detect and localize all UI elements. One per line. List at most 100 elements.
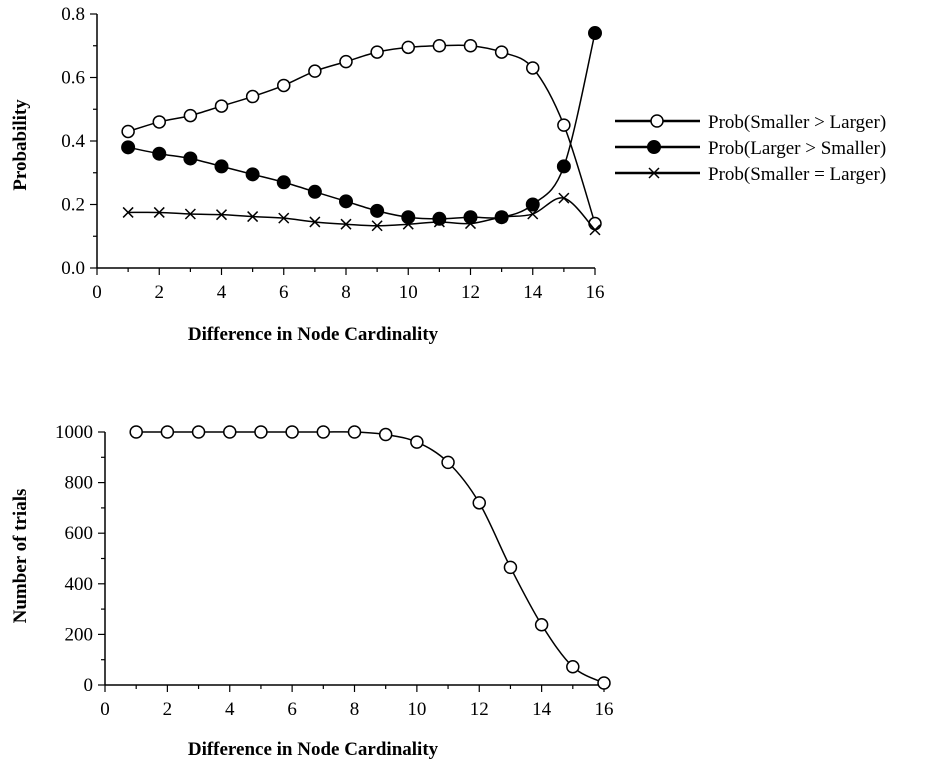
- series-1-point-14: [556, 159, 571, 174]
- probability-series: [121, 26, 602, 236]
- series-0-point-12: [494, 45, 509, 59]
- trials-series-markers-0: [129, 425, 611, 690]
- series-2-point-6: [309, 216, 321, 228]
- series-0-point-6: [316, 425, 331, 439]
- series-0-point-14: [557, 118, 571, 132]
- legend-label-1: Prob(Smaller > Larger): [708, 112, 886, 133]
- trials-chart: 0 2 4 6 8 10 12 14 16 0 200 400 600 800 1000 Differenc…: [10, 422, 614, 760]
- probability-series-markers-1: [121, 26, 602, 226]
- probability-y-tick-label-1: 0.2: [61, 195, 85, 216]
- series-2-point-8: [371, 220, 383, 232]
- probability-x-tick-label-4: 8: [341, 282, 351, 303]
- series-1-point-6: [307, 184, 322, 199]
- legend-label-3: Prob(Smaller = Larger): [708, 164, 886, 185]
- trials-y-tick-label-4: 800: [65, 473, 94, 494]
- probability-x-tick-label-1: 2: [155, 282, 165, 303]
- series-2-point-1: [153, 206, 165, 218]
- series-1-point-10: [432, 211, 447, 226]
- legend: Prob(Smaller > Larger) Prob(Larger > Sma…: [615, 112, 886, 185]
- series-0-point-14: [566, 660, 580, 674]
- series-0-point-9: [410, 435, 424, 449]
- probability-x-tick-label-2: 4: [217, 282, 227, 303]
- series-0-point-10: [441, 455, 455, 470]
- series-0-point-15: [597, 676, 611, 690]
- series-0-point-2: [191, 425, 206, 439]
- series-0-point-3: [223, 425, 237, 439]
- trials-x-tick-label-1: 2: [163, 699, 173, 720]
- legend-item-smaller-gt-larger: Prob(Smaller > Larger): [615, 112, 886, 133]
- series-0-point-0: [121, 124, 135, 139]
- series-2-point-14: [558, 192, 570, 204]
- series-2-point-4: [247, 211, 259, 223]
- series-2-point-0: [122, 206, 134, 218]
- probability-series-line-0: [127, 44, 596, 224]
- series-0-point-8: [378, 427, 393, 442]
- series-0-point-8: [370, 45, 384, 59]
- series-1-point-15: [588, 26, 602, 41]
- legend-marker-open-circle: [650, 114, 664, 128]
- series-0-point-11: [463, 39, 478, 53]
- series-1-point-3: [214, 159, 229, 174]
- series-2-point-2: [184, 208, 196, 220]
- series-1-point-13: [525, 197, 540, 212]
- series-2-point-3: [215, 209, 228, 221]
- series-0-point-1: [152, 115, 166, 129]
- series-0-point-4: [254, 425, 268, 439]
- trials-y-tick-label-3: 600: [65, 523, 94, 544]
- series-0-point-7: [339, 54, 353, 69]
- series-0-point-9: [401, 40, 415, 55]
- y-axis-title-trials: Number of trials: [10, 489, 31, 624]
- series-0-point-1: [160, 425, 175, 439]
- probability-y-tick-label-0: 0.0: [61, 258, 85, 279]
- trials-x-tick-label-0: 0: [100, 699, 110, 720]
- probability-y-tick-label-3: 0.6: [61, 68, 85, 89]
- series-0-point-15: [588, 216, 602, 231]
- trials-y-tick-label-2: 400: [65, 574, 94, 595]
- series-1-point-7: [339, 194, 353, 209]
- legend-marker-filled-circle: [647, 140, 661, 154]
- legend-marker-cross: [648, 167, 660, 179]
- trials-series-line-0: [136, 431, 605, 684]
- series-0-point-3: [214, 99, 229, 113]
- series-0-point-4: [245, 89, 260, 104]
- series-2-point-7: [340, 218, 352, 230]
- probability-ticks: 0 2 4 6 8 10 12 14 16 0.0 0.2 0.4 0.6 0.8: [61, 4, 604, 303]
- series-0-point-6: [308, 64, 322, 78]
- probability-x-tick-label-5: 10: [399, 282, 418, 303]
- trials-x-tick-label-7: 14: [532, 699, 552, 720]
- trials-x-tick-label-3: 6: [287, 699, 297, 720]
- series-1-point-8: [370, 203, 385, 218]
- trials-x-tick-label-4: 8: [350, 699, 360, 720]
- trials-y-tick-label-5: 1000: [55, 422, 93, 443]
- series-2-point-11: [464, 218, 477, 230]
- series-1-point-4: [245, 167, 260, 182]
- probability-x-tick-label-0: 0: [92, 282, 102, 303]
- series-0-point-10: [432, 39, 447, 53]
- trials-x-tick-label-5: 10: [407, 699, 426, 720]
- series-2-point-15: [589, 224, 601, 236]
- series-1-point-11: [463, 210, 478, 225]
- series-0-point-2: [183, 108, 198, 123]
- probability-y-tick-label-2: 0.4: [61, 131, 85, 152]
- probability-x-tick-label-3: 6: [279, 282, 289, 303]
- probability-series-line-2: [128, 197, 596, 231]
- probability-y-tick-label-4: 0.8: [61, 4, 85, 25]
- series-1-point-2: [183, 151, 198, 166]
- series-1-point-0: [121, 140, 136, 155]
- series-0-point-5: [285, 425, 299, 439]
- series-0-point-5: [277, 78, 291, 93]
- series-0-point-12: [503, 560, 518, 575]
- series-0-point-11: [472, 496, 486, 510]
- series-2-point-12: [496, 211, 508, 223]
- series-2-point-13: [527, 208, 539, 220]
- probability-x-tick-label-7: 14: [523, 282, 543, 303]
- probability-chart: 0 2 4 6 8 10 12 14 16 0.0 0.2 0.4 0.6 0.8 Difference …: [10, 4, 605, 345]
- series-1-point-9: [401, 210, 416, 225]
- series-2-point-5: [278, 212, 290, 224]
- series-0-point-13: [526, 61, 540, 75]
- legend-item-larger-gt-smaller: Prob(Larger > Smaller): [615, 138, 886, 159]
- probability-x-tick-label-6: 12: [461, 282, 480, 303]
- trials-x-tick-label-8: 16: [595, 699, 614, 720]
- trials-y-tick-label-0: 0: [84, 675, 94, 696]
- series-0-point-13: [534, 618, 549, 632]
